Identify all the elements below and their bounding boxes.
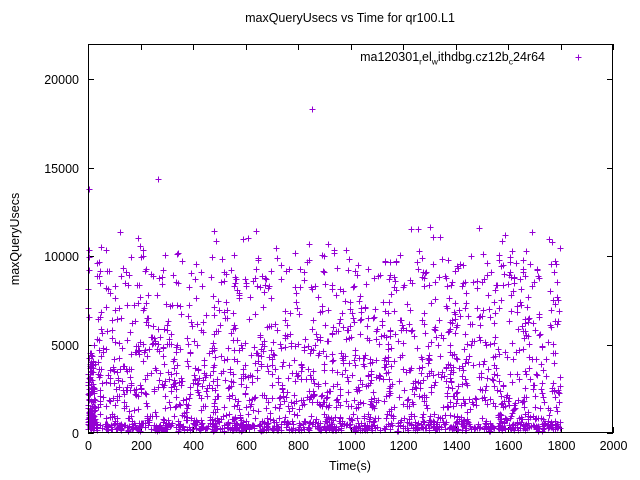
legend-text-run: ithdbg.cz12b xyxy=(438,50,509,64)
chart-title: maxQueryUsecs vs Time for qr100.L1 xyxy=(245,11,455,25)
x-tick-label: 800 xyxy=(288,439,309,453)
x-tick-label: 600 xyxy=(236,439,257,453)
legend-subscript: r xyxy=(419,57,422,67)
legend-text-run: ma120301 xyxy=(360,50,419,64)
x-tick-label: 1400 xyxy=(443,439,471,453)
legend-series-label: ma120301relwithdbg.cz12bc24r64 xyxy=(360,50,545,67)
x-tick-label: 0 xyxy=(85,439,92,453)
legend-text-run: 24r64 xyxy=(513,50,545,64)
y-tick-label: 10000 xyxy=(44,250,79,264)
legend-text-run: el xyxy=(422,50,432,64)
y-tick-label: 15000 xyxy=(44,162,79,176)
x-tick-label: 1200 xyxy=(390,439,418,453)
x-tick-label: 1600 xyxy=(495,439,523,453)
y-tick-label: 0 xyxy=(72,427,79,441)
x-axis-ticks: 0 200 400 600 800 1000 1200 1400 1600 1800 2000 xyxy=(85,44,627,453)
x-tick-label: 200 xyxy=(131,439,152,453)
legend-subscript: c xyxy=(509,57,514,67)
y-axis-ticks: 0 5000 10000 15000 20000 xyxy=(44,73,613,441)
plot-border xyxy=(88,44,613,433)
y-tick-label: 5000 xyxy=(51,339,79,353)
legend-marker-icon xyxy=(575,54,582,61)
x-tick-label: 400 xyxy=(183,439,204,453)
x-tick-label: 1800 xyxy=(548,439,576,453)
legend-subscript: w xyxy=(431,57,439,67)
scatter-point-marks xyxy=(85,106,564,435)
y-tick-label: 20000 xyxy=(44,73,79,87)
y-axis-label: maxQueryUsecs xyxy=(8,193,22,285)
x-axis-label: Time(s) xyxy=(329,459,371,473)
x-tick-label: 1000 xyxy=(338,439,366,453)
legend: ma120301relwithdbg.cz12bc24r64 xyxy=(360,50,582,67)
legend-plus-icon xyxy=(575,54,582,61)
x-tick-label: 2000 xyxy=(600,439,628,453)
scatter-points xyxy=(85,106,564,435)
